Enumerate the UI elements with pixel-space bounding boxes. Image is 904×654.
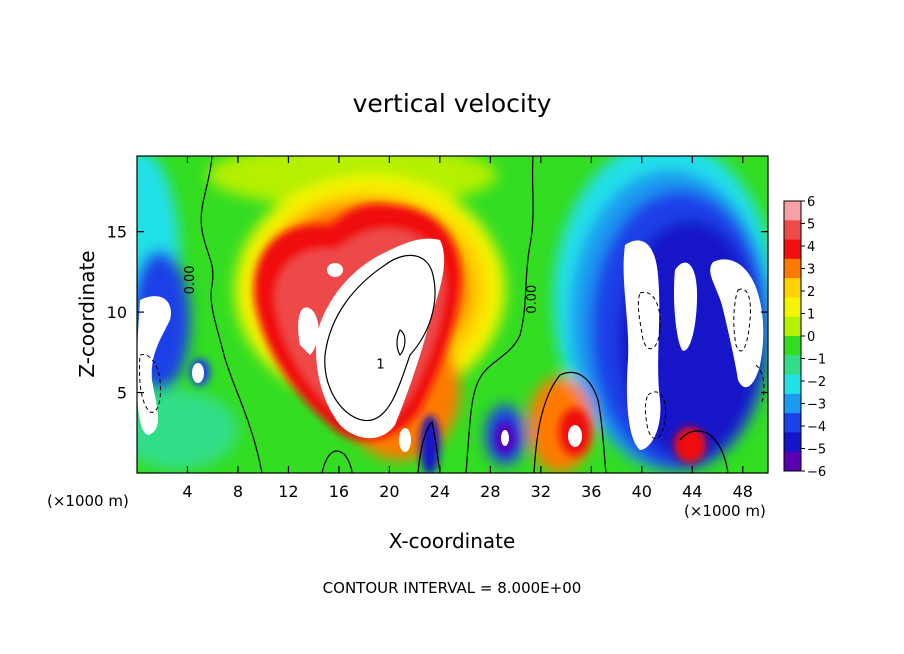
colorbar-label: −1 [807,353,826,368]
colorbar-swatch [784,374,801,395]
colorbar-swatch [784,336,801,356]
colorbar-swatch [784,355,801,375]
colorbar-label: −2 [807,375,826,390]
y-axis-ticks: 5 10 15 [107,223,768,403]
colorbar-swatch [784,432,801,453]
colorbar-label: −3 [807,398,826,413]
y-axis-label: Z-coordinate [75,250,99,377]
dashed-contours [139,288,765,440]
colorbar-label: 6 [807,195,815,210]
colorbar-swatch [784,220,801,240]
y-tick-label: 5 [117,384,127,403]
colorbar-swatch [784,393,801,414]
colorbar-label: 1 [807,308,815,323]
colorbar-swatch [784,316,801,337]
colorbar-label: −5 [807,443,826,458]
x-tick-label: 28 [480,482,500,501]
colorbar-swatch [784,201,801,221]
colorbar-swatch [784,297,801,318]
colorbar-label: −4 [807,420,826,435]
colorbar-swatch [784,278,801,298]
x-tick-label: 24 [430,482,450,501]
colorbar-swatch [784,258,801,279]
colorbar-label: 0 [807,330,815,345]
x-tick-label: 4 [182,482,192,501]
colorbar-label: 5 [807,218,815,233]
colorbar-swatch [784,239,801,260]
x-unit-right: (×1000 m) [684,502,766,520]
colorbar: 6 5 4 3 2 1 0 −1 −2 −3 −4 −5 −6 [783,195,826,480]
x-tick-label: 32 [531,482,551,501]
contour-label: 1 [376,357,384,372]
colorbar-swatch [784,413,801,433]
colorbar-swatch [784,451,801,472]
plot-frame [136,155,769,474]
colorbar-label: 2 [807,285,815,300]
x-tick-label: 16 [329,482,349,501]
contour-label-layer: 0.00 0.00 1 [183,265,540,372]
x-tick-label: 48 [733,482,753,501]
contour-label: 0.00 [183,265,198,294]
x-tick-label: 44 [682,482,702,501]
x-tick-label: 12 [278,482,298,501]
x-unit-left: (×1000 m) [47,492,129,510]
x-axis-label: X-coordinate [389,529,516,553]
y-tick-label: 10 [107,303,127,322]
heatmap-field [137,156,768,473]
contour-interval-footer: CONTOUR INTERVAL = 8.000E+00 [323,579,582,597]
contour-label: 0.00 [525,285,540,314]
chart-title: vertical velocity [353,89,552,118]
colorbar-label: 3 [807,263,815,278]
colorbar-label: −6 [807,465,826,480]
x-tick-label: 40 [632,482,652,501]
x-tick-label: 8 [233,482,243,501]
x-tick-label: 36 [581,482,601,501]
x-tick-label: 20 [379,482,399,501]
x-axis-ticks: 4 8 12 16 20 24 28 32 36 40 44 48 [182,156,753,501]
contour-lines [200,155,729,474]
y-tick-label: 15 [107,223,127,242]
colorbar-label: 4 [807,240,815,255]
